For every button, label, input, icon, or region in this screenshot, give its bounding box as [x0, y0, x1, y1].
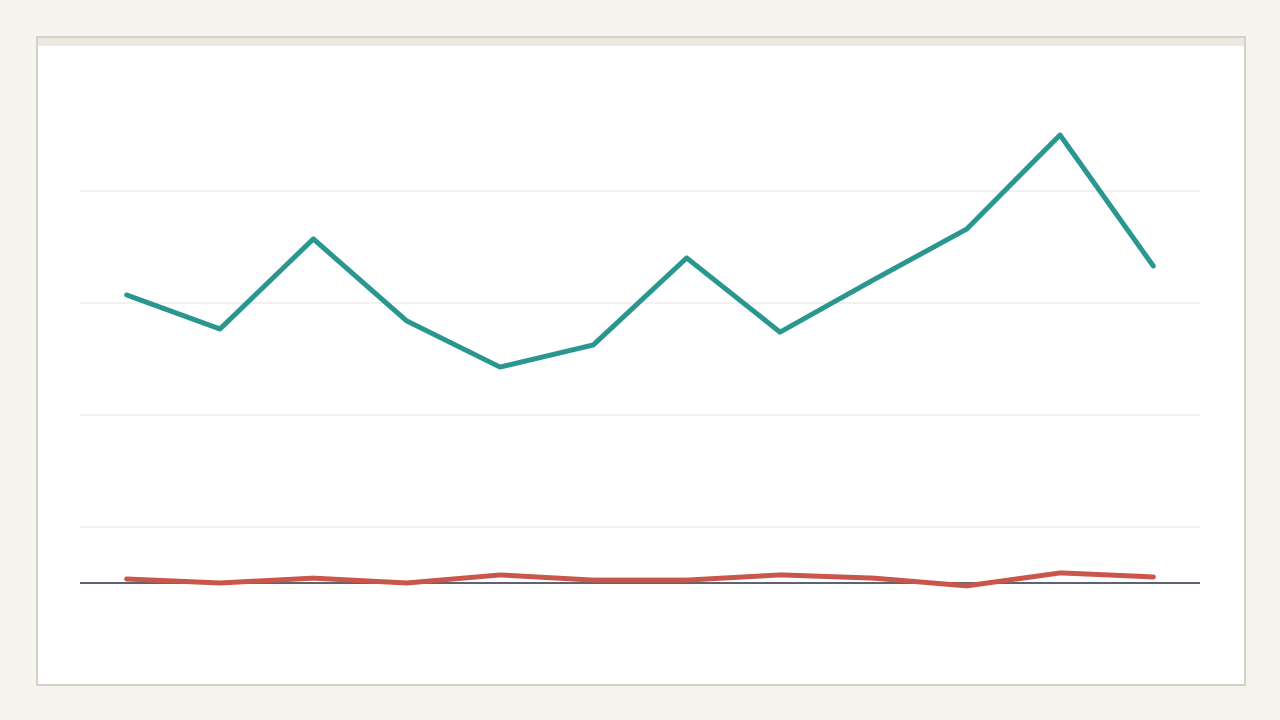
card-header-strip [38, 38, 1244, 46]
series-line [124, 570, 1156, 589]
series-line [124, 132, 1156, 370]
